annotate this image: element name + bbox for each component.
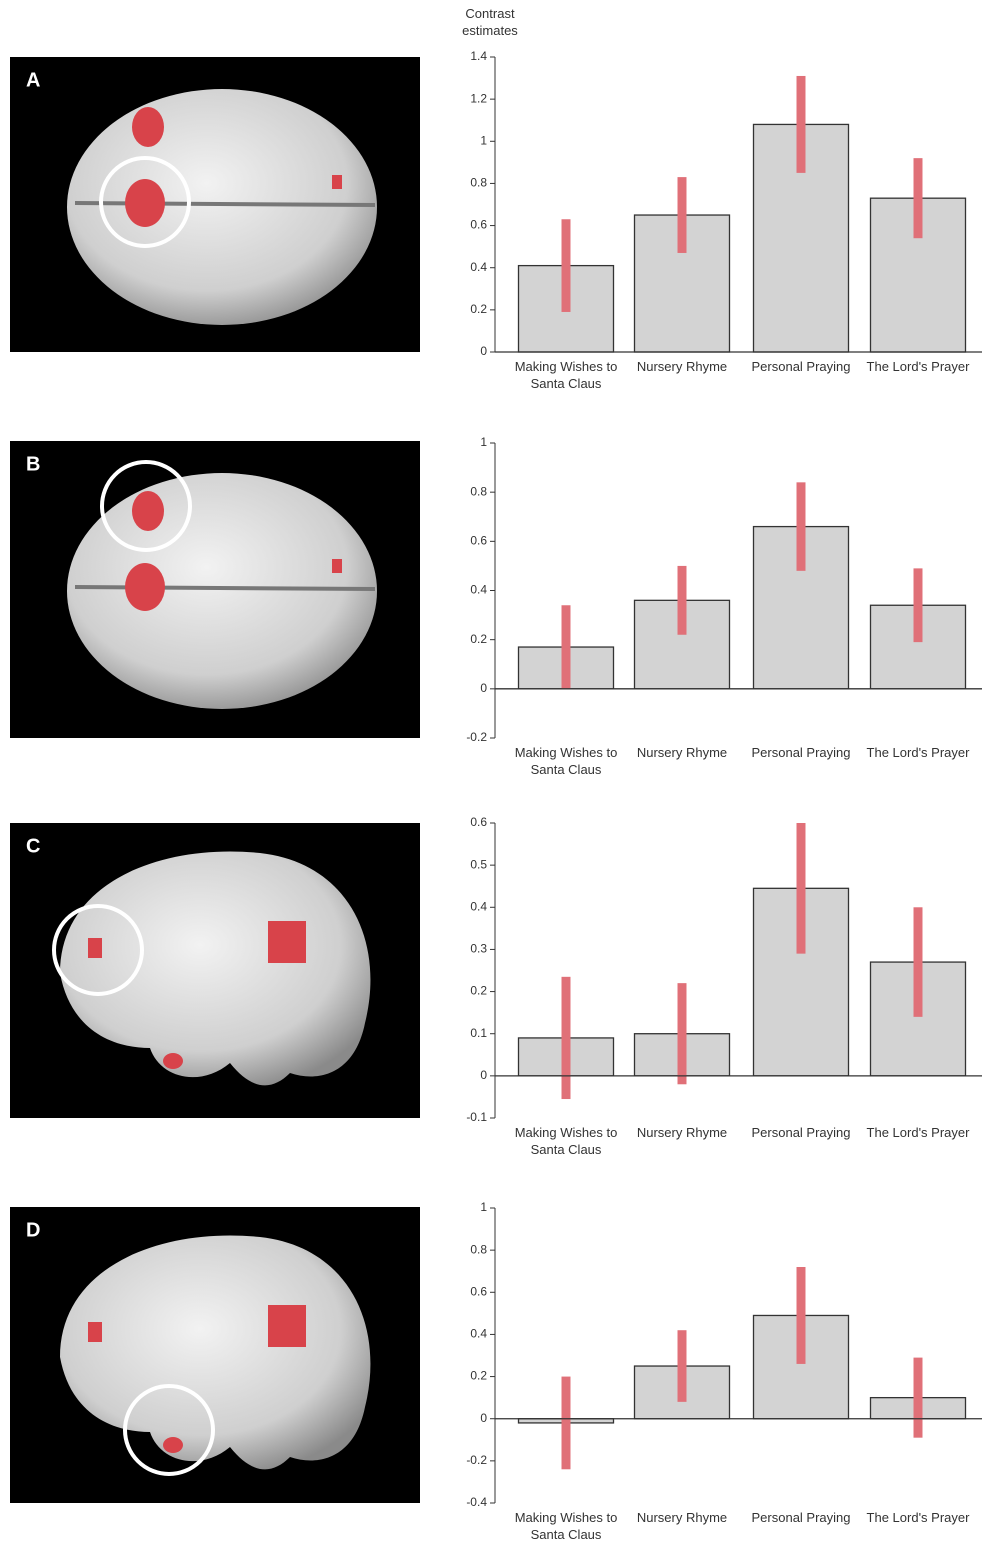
x-tick-label: Nursery Rhyme xyxy=(624,358,740,375)
y-tick-label: 0 xyxy=(480,681,487,695)
y-tick-label: -0.2 xyxy=(466,1453,487,1467)
chart-canvas: A B C D 0 0.2 0.4 0.6 0.8 1 1.2 1.4 -0.2 0 0.2 0.4 0.6 0.… xyxy=(0,0,983,1545)
error-bar xyxy=(562,605,571,689)
x-tick-label: Making Wishes to Santa Claus xyxy=(508,1509,624,1543)
y-tick-label: 0.3 xyxy=(470,942,487,956)
x-tick-label: The Lord's Prayer xyxy=(860,358,976,375)
panel-label: D xyxy=(26,1219,40,1241)
y-tick-label: 0.4 xyxy=(470,1327,487,1341)
activation xyxy=(125,179,165,227)
y-tick-label: 0.2 xyxy=(470,632,487,646)
y-tick-label: 0.4 xyxy=(470,583,487,597)
panel-label: A xyxy=(26,69,40,91)
error-bar xyxy=(914,907,923,1017)
activation xyxy=(332,559,342,573)
y-tick-label: 0.6 xyxy=(470,218,487,232)
activation xyxy=(125,563,165,611)
y-tick-label: 0.4 xyxy=(470,899,487,913)
error-bar xyxy=(797,823,806,954)
error-bar xyxy=(562,977,571,1099)
y-tick-label: -0.2 xyxy=(466,730,487,744)
y-tick-label: 0.6 xyxy=(470,1284,487,1298)
y-tick-label: 0 xyxy=(480,1411,487,1425)
x-tick-label: Personal Praying xyxy=(743,1509,859,1526)
y-tick-label: 0.6 xyxy=(470,815,487,829)
activation xyxy=(332,175,342,189)
figure: A B C D 0 0.2 0.4 0.6 0.8 1 1.2 1.4 -0.2 0 0.2 0.4 0.6 0.… xyxy=(0,0,983,1545)
error-bar xyxy=(797,1267,806,1364)
error-bar xyxy=(678,177,687,253)
y-tick-label: 0 xyxy=(480,1068,487,1082)
y-tick-label: 1 xyxy=(480,435,487,449)
x-tick-label: The Lord's Prayer xyxy=(860,1509,976,1526)
activation xyxy=(163,1053,183,1069)
y-tick-label: 1.4 xyxy=(470,49,487,63)
y-tick-label: -0.1 xyxy=(466,1110,487,1124)
activation xyxy=(268,921,306,963)
error-bar xyxy=(562,1377,571,1470)
y-tick-label: 0.6 xyxy=(470,534,487,548)
x-tick-label: Personal Praying xyxy=(743,744,859,761)
error-bar xyxy=(678,566,687,635)
y-tick-label: 1 xyxy=(480,1200,487,1214)
x-tick-label: Making Wishes to Santa Claus xyxy=(508,744,624,778)
y-tick-label: 0 xyxy=(480,344,487,358)
activation xyxy=(132,491,164,531)
error-bar xyxy=(562,219,571,312)
x-tick-label: The Lord's Prayer xyxy=(860,744,976,761)
y-tick-label: 1.2 xyxy=(470,91,487,105)
panel-label: C xyxy=(26,835,40,857)
activation xyxy=(268,1305,306,1347)
y-tick-label: 0.1 xyxy=(470,1026,487,1040)
activation xyxy=(88,1322,102,1342)
y-axis-label: Contrast estimates xyxy=(450,5,530,39)
error-bar xyxy=(678,983,687,1084)
y-tick-label: 0.5 xyxy=(470,857,487,871)
x-tick-label: Nursery Rhyme xyxy=(624,744,740,761)
error-bar xyxy=(678,1330,687,1402)
y-tick-label: -0.4 xyxy=(466,1495,487,1509)
x-tick-label: Personal Praying xyxy=(743,358,859,375)
brain xyxy=(67,473,377,709)
error-bar xyxy=(797,482,806,571)
brain-fissure xyxy=(75,203,375,205)
x-tick-label: Nursery Rhyme xyxy=(624,1124,740,1141)
y-tick-label: 0.2 xyxy=(470,984,487,998)
error-bar xyxy=(914,568,923,642)
error-bar xyxy=(797,76,806,173)
activation xyxy=(132,107,164,147)
y-tick-label: 0.8 xyxy=(470,176,487,190)
activation xyxy=(163,1437,183,1453)
brain-fissure xyxy=(75,587,375,589)
x-tick-label: Personal Praying xyxy=(743,1124,859,1141)
brain xyxy=(67,89,377,325)
error-bar xyxy=(914,1358,923,1438)
y-tick-label: 0.2 xyxy=(470,302,487,316)
x-tick-label: Making Wishes to Santa Claus xyxy=(508,358,624,392)
error-bar xyxy=(914,158,923,238)
x-tick-label: The Lord's Prayer xyxy=(860,1124,976,1141)
panel-label: B xyxy=(26,453,40,475)
x-tick-label: Making Wishes to Santa Claus xyxy=(508,1124,624,1158)
y-tick-label: 0.8 xyxy=(470,484,487,498)
y-tick-label: 0.8 xyxy=(470,1242,487,1256)
y-tick-label: 0.4 xyxy=(470,260,487,274)
activation xyxy=(88,938,102,958)
x-tick-label: Nursery Rhyme xyxy=(624,1509,740,1526)
y-tick-label: 1 xyxy=(480,133,487,147)
y-tick-label: 0.2 xyxy=(470,1369,487,1383)
